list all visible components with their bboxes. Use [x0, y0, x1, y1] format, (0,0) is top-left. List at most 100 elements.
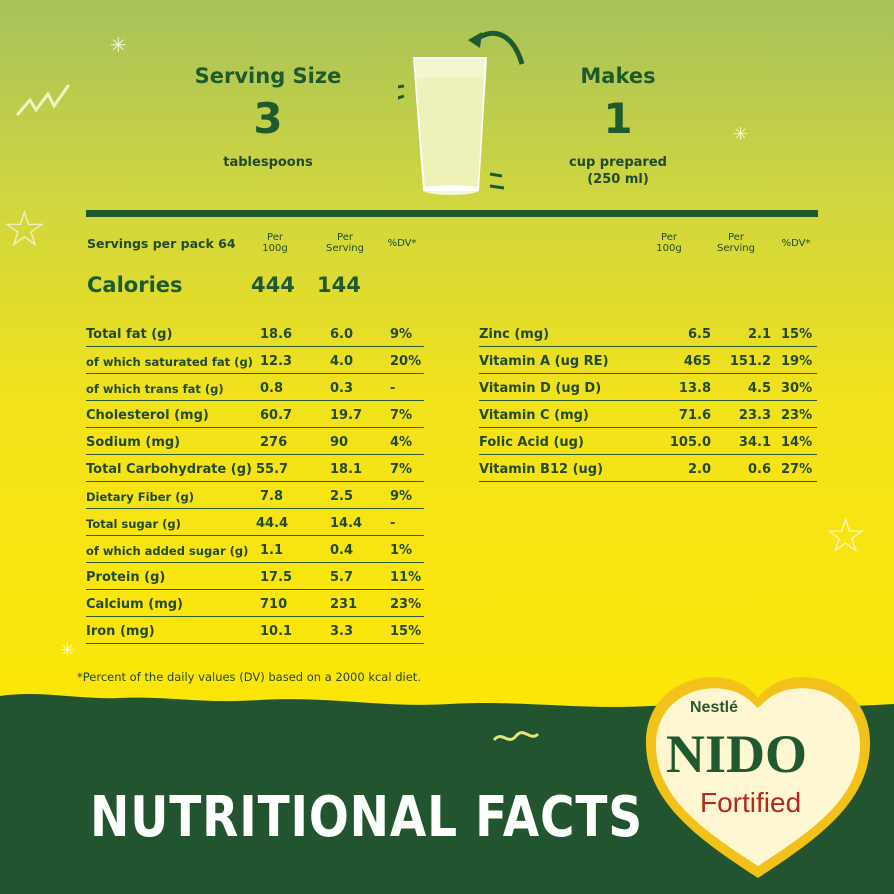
col-header-text: Per [661, 232, 677, 243]
table-row: Vitamin D (ug D) 13.8 4.5 30% [479, 373, 817, 401]
per100g-value: 60.7 [256, 400, 326, 428]
perserving-value: 3.3 [326, 616, 390, 644]
table-row: Total fat (g) 18.6 6.0 9% [86, 320, 424, 347]
makes-label: Makes [580, 64, 656, 88]
squiggle-icon [16, 84, 70, 116]
perserving-value: 23.3 [715, 400, 781, 428]
perserving-value: 0.3 [326, 373, 390, 401]
perserving-value: 231 [326, 589, 390, 617]
table-row: of which trans fat (g) 0.8 0.3- [86, 373, 424, 401]
perserving-value: 0.6 [715, 454, 781, 482]
perserving-value: 90 [326, 427, 390, 455]
col-header-text: Serving [326, 243, 364, 254]
perserving-value: 14.4 [326, 508, 390, 536]
table-row: Iron (mg) 10.1 3.3 15% [86, 616, 424, 644]
table-row: of which saturated fat (g) 12.3 4.0 20% [86, 346, 424, 374]
nutrient-label: of which added sugar (g) [86, 535, 256, 563]
col-header-dv-left: %DV* [387, 238, 417, 249]
col-header-perserving-left: Per Serving [318, 232, 372, 254]
nutrient-label: Total fat (g) [86, 320, 256, 347]
table-row: Calcium (mg) 710 231 23% [86, 589, 424, 617]
nutrition-table-right: Zinc (mg) 6.5 2.1 15% Vitamin A (ug RE) 465 1… [479, 320, 817, 482]
per100g-value: 12.3 [256, 346, 326, 374]
dv-value: - [390, 373, 424, 401]
table-row: Protein (g) 17.5 5.7 11% [86, 562, 424, 590]
perserving-value: 4.0 [326, 346, 390, 374]
nido-logo: Nestlé NIDO Fortified [645, 677, 871, 878]
milk-glass-image [398, 30, 525, 195]
table-row: Folic Acid (ug) 105.0 34.1 14% [479, 427, 817, 455]
dv-value: 23% [781, 400, 817, 428]
per100g-value: 276 [256, 427, 326, 455]
table-row: Vitamin B12 (ug) 2.0 0.6 27% [479, 454, 817, 482]
per100g-value: 71.6 [647, 400, 715, 428]
dv-value: 9% [390, 320, 424, 347]
star-outline-icon: ☆ [2, 200, 47, 258]
table-row: Total sugar (g) 44.4 14.4- [86, 508, 424, 536]
nutrient-label: of which saturated fat (g) [86, 346, 256, 374]
nutrient-label: Calcium (mg) [86, 589, 256, 617]
dv-value: 20% [390, 346, 424, 374]
nutrient-label: Folic Acid (ug) [479, 427, 647, 455]
col-header-text: Per [337, 232, 353, 243]
makes-unit: cup prepared (250 ml) [518, 154, 718, 188]
dv-value: 15% [781, 320, 817, 347]
nutrient-label: Protein (g) [86, 562, 256, 590]
dv-value: 11% [390, 562, 424, 590]
nutrient-label: Total sugar (g) [86, 508, 256, 536]
sparkle-icon: ✳ [110, 33, 127, 57]
per100g-value: 6.5 [647, 320, 715, 347]
per100g-value: 465 [647, 346, 715, 374]
dv-value: 19% [781, 346, 817, 374]
dv-value: 9% [390, 481, 424, 509]
perserving-value: 6.0 [326, 320, 390, 347]
col-header-per100g-left: Per 100g [250, 232, 300, 254]
per100g-value: 1.1 [256, 535, 326, 563]
perserving-value: 19.7 [326, 400, 390, 428]
nutrient-label: of which trans fat (g) [86, 373, 256, 401]
perserving-value: 0.4 [326, 535, 390, 563]
perserving-value: 5.7 [326, 562, 390, 590]
per100g-value: 0.8 [256, 373, 326, 401]
perserving-value: 34.1 [715, 427, 781, 455]
perserving-value: 18.1 [326, 454, 390, 482]
nutrient-label: Cholesterol (mg) [86, 400, 256, 428]
per100g-value: 55.7 [256, 454, 326, 482]
col-header-text: Serving [717, 243, 755, 254]
nutrient-label: Iron (mg) [86, 616, 256, 644]
per100g-value: 18.6 [256, 320, 326, 347]
per100g-value: 17.5 [256, 562, 326, 590]
col-header-text: 100g [656, 243, 682, 254]
table-row: of which added sugar (g) 1.1 0.4 1% [86, 535, 424, 563]
nutrient-label: Vitamin B12 (ug) [479, 454, 647, 482]
per100g-value: 2.0 [647, 454, 715, 482]
table-row: Vitamin A (ug RE) 465 151.2 19% [479, 346, 817, 374]
perserving-value: 2.1 [715, 320, 781, 347]
dv-footnote: *Percent of the daily values (DV) based … [77, 670, 421, 684]
table-row: Dietary Fiber (g) 7.8 2.5 9% [86, 481, 424, 509]
dv-value: 15% [390, 616, 424, 644]
nutrient-label: Vitamin D (ug D) [479, 373, 647, 401]
nutrient-label: Vitamin A (ug RE) [479, 346, 647, 374]
per100g-value: 10.1 [256, 616, 326, 644]
perserving-value: 2.5 [326, 481, 390, 509]
dv-value: 27% [781, 454, 817, 482]
table-row: Total Carbohydrate (g) 55.7 18.1 7% [86, 454, 424, 482]
col-header-text: Per [728, 232, 744, 243]
dv-value: 30% [781, 373, 817, 401]
banner-title: NUTRITIONAL FACTS [90, 785, 643, 850]
col-header-perserving-right: Per Serving [708, 232, 764, 254]
dv-value: 1% [390, 535, 424, 563]
nutrition-table-left: Total fat (g) 18.6 6.0 9% of which saturate… [86, 320, 424, 644]
dv-value: 23% [390, 589, 424, 617]
makes-unit-line2: (250 ml) [587, 172, 649, 187]
servings-per-pack: Servings per pack 64 [87, 236, 236, 251]
makes-unit-line1: cup prepared [569, 155, 667, 170]
dv-value: 7% [390, 400, 424, 428]
per100g-value: 710 [256, 589, 326, 617]
makes-value: 1 [603, 94, 633, 143]
sparkle-icon: ✳ [60, 640, 76, 661]
col-header-dv-right: %DV* [781, 238, 811, 249]
per100g-value: 7.8 [256, 481, 326, 509]
perserving-value: 4.5 [715, 373, 781, 401]
